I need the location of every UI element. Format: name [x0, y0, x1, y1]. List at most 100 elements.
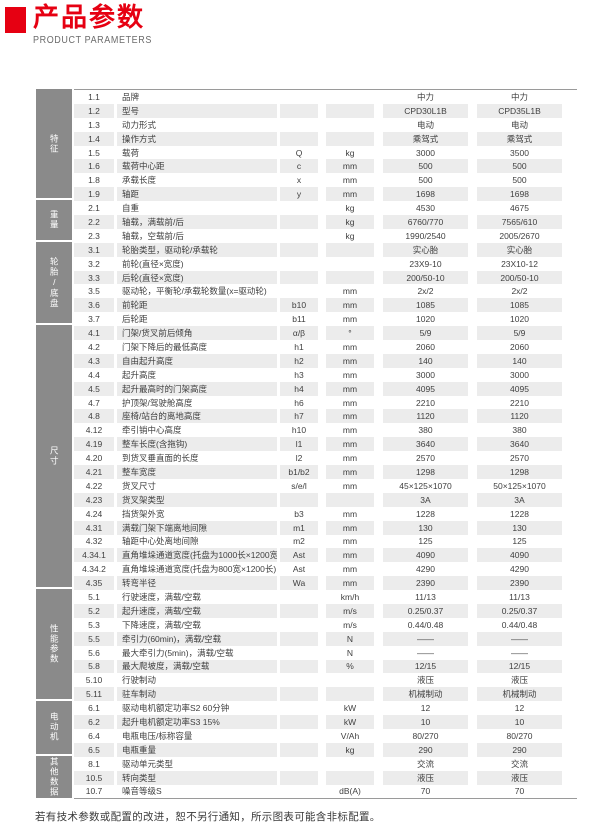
cell-symbol [280, 687, 318, 702]
cell-row-number: 3.1 [74, 242, 114, 257]
cell-symbol [280, 631, 318, 646]
cell-parameter-name: 货叉架类型 [117, 492, 277, 507]
table-row: 4.3 自由起升高度 h2 mm 140 140 [74, 353, 577, 368]
cell-symbol: h2 [280, 353, 318, 368]
cell-unit: V/Ah [340, 730, 360, 741]
cell-value-model-1: 4090 [383, 548, 468, 563]
table-row: 4.2 门架下降后的最低高度 h1 mm 2060 2060 [74, 340, 577, 354]
cell-value-model-2: 1228 [510, 508, 529, 519]
cell-value-model-2: 4290 [510, 564, 529, 575]
category-column: 特征 重量 轮胎/底盘 尺寸 性能参数 电动机 其他数据 [36, 89, 72, 799]
cell-value-model-2: 12/15 [477, 659, 562, 674]
cell-symbol [280, 757, 318, 771]
cell-symbol [280, 242, 318, 257]
cell-value-model-1: 1020 [416, 314, 435, 325]
cell-symbol [280, 742, 318, 757]
category-block: 重量 [36, 200, 72, 242]
table-row: 4.7 护顶架/驾驶舱高度 h6 mm 2210 2210 [74, 396, 577, 410]
cell-parameter-name: 直角堆垛通道宽度(托盘为1000长×1200宽) [117, 548, 277, 563]
cell-symbol [280, 715, 318, 729]
cell-parameter-name: 牵引销中心高度 [122, 425, 182, 436]
category-block: 轮胎/底盘 [36, 241, 72, 326]
cell-value-model-2: 2390 [477, 576, 562, 591]
cell-unit: kg [345, 203, 355, 214]
cell-value-model-1: 12/15 [383, 659, 468, 674]
cell-row-number: 6.4 [88, 730, 100, 741]
cell-parameter-name: 自由起升高度 [117, 353, 277, 368]
cell-value-model-1: 0.44/0.48 [407, 619, 444, 630]
table-row: 5.5 牵引力(60min)，满载/空载 N —— —— [74, 631, 577, 646]
cell-unit [326, 673, 374, 687]
table-row: 4.8 座椅/站台的离地高度 h7 mm 1120 1120 [74, 409, 577, 424]
cell-value-model-1: 70 [420, 786, 431, 797]
cell-value-model-1: 1120 [383, 409, 468, 424]
cell-symbol [280, 785, 318, 799]
cell-parameter-name: 轴距中心处离地间隙 [122, 536, 199, 547]
cell-value-model-1: —— [383, 631, 468, 646]
cell-value-model-2: 交流 [510, 758, 528, 769]
cell-parameter-name: 整车宽度 [117, 465, 277, 479]
cell-value-model-1: 4530 [416, 203, 435, 214]
cell-value-model-1: 2060 [416, 341, 435, 352]
table-row: 3.3 后轮(直径×宽度) 200/50-10 200/50-10 [74, 270, 577, 285]
cell-unit: mm [326, 548, 374, 563]
cell-value-model-1: 380 [418, 425, 433, 436]
cell-value-model-1: —— [417, 647, 434, 658]
cell-value-model-2: 1020 [510, 314, 529, 325]
cell-value-model-1: 4095 [383, 381, 468, 396]
table-row: 10.5 转向类型 液压 液压 [74, 770, 577, 785]
cell-symbol [280, 229, 318, 243]
table-row: 1.9 轴距 y mm 1698 1698 [74, 187, 577, 202]
cell-value-model-2: 3A [477, 492, 562, 507]
cell-unit [326, 118, 374, 132]
category-label: 轮胎/底盘 [49, 256, 60, 309]
cell-unit: km/h [340, 592, 360, 602]
table-row: 5.3 下降速度，满载/空载 m/s 0.44/0.48 0.44/0.48 [74, 618, 577, 632]
cell-row-number: 1.3 [88, 119, 100, 130]
cell-value-model-1: 2210 [416, 397, 435, 408]
cell-value-model-2: 3000 [510, 369, 529, 380]
table-row: 1.6 载荷中心距 c mm 500 500 [74, 159, 577, 174]
category-block: 尺寸 [36, 325, 72, 590]
cell-symbol [280, 270, 318, 285]
cell-symbol: Ast [280, 548, 318, 563]
cell-unit [326, 687, 374, 702]
cell-value-model-2: 11/13 [509, 592, 530, 602]
cell-parameter-name: 最大牵引力(5min)，满载/空载 [122, 647, 234, 658]
cell-row-number: 6.5 [74, 742, 114, 757]
category-label: 其他数据 [49, 756, 60, 797]
cell-unit: kW [326, 715, 374, 729]
cell-unit: mm [342, 453, 358, 464]
cell-symbol [280, 118, 318, 132]
cell-symbol: Wa [280, 576, 318, 591]
cell-unit [326, 270, 374, 285]
footer-note: 若有技术参数或配置的改进，恕不另行通知，所示图表可能含非标配置。 [35, 811, 381, 823]
cell-value-model-1: 中力 [416, 91, 434, 102]
cell-row-number: 1.9 [74, 187, 114, 202]
cell-symbol: l1 [280, 437, 318, 452]
cell-value-model-2: 2x/2 [511, 286, 528, 297]
cell-value-model-1: 2570 [416, 453, 435, 464]
cell-value-model-1: 80/270 [412, 730, 439, 741]
cell-row-number: 4.21 [74, 465, 114, 479]
cell-unit: mm [342, 508, 358, 519]
cell-symbol: Q [295, 147, 303, 158]
cell-unit: N [326, 631, 374, 646]
cell-value-model-1: 290 [383, 742, 468, 757]
cell-value-model-1: 1228 [416, 508, 435, 519]
cell-unit [326, 242, 374, 257]
cell-parameter-name: 行驶制动 [122, 675, 157, 686]
cell-unit: dB(A) [339, 786, 361, 797]
cell-row-number: 5.1 [88, 592, 100, 602]
cell-parameter-name: 直角堆垛通道宽度(托盘为800宽×1200长) [122, 564, 277, 575]
cell-unit: mm [342, 175, 358, 186]
cell-unit: mm [326, 465, 374, 479]
cell-symbol [280, 131, 318, 146]
category-label: 电动机 [49, 712, 60, 743]
cell-value-model-2: 290 [477, 742, 562, 757]
cell-value-model-2: 液压 [477, 770, 562, 785]
cell-value-model-2: 7565/610 [477, 215, 562, 229]
cell-row-number: 4.4 [88, 369, 100, 380]
cell-parameter-name: 驱动单元类型 [122, 758, 174, 769]
